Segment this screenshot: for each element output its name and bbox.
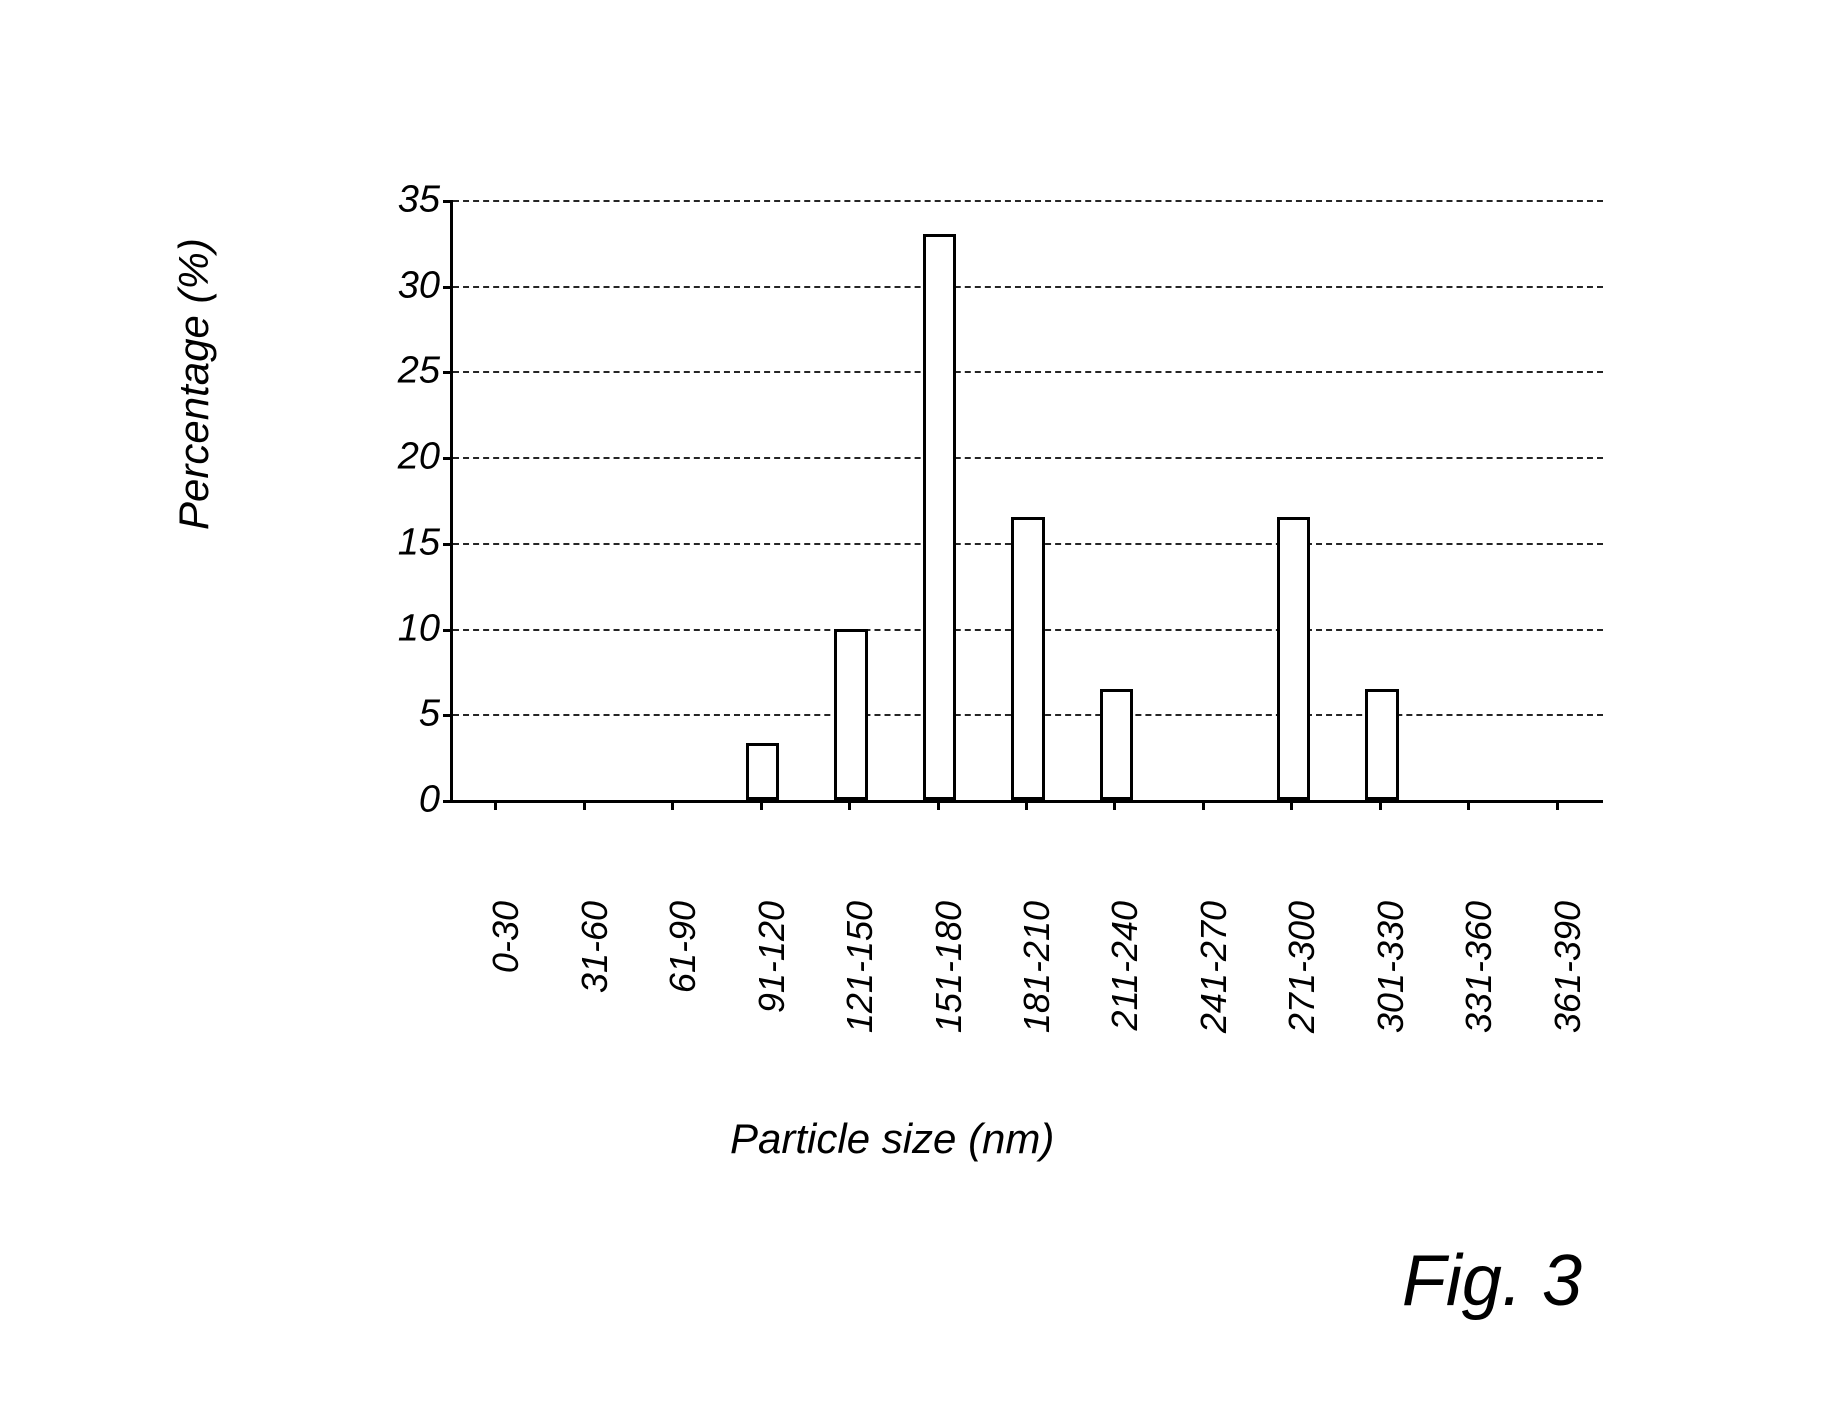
- chart-area: 051015202530350-3031-6061-9091-120121-15…: [320, 200, 1600, 860]
- x-tick-mark: [1290, 800, 1293, 810]
- y-tick-label: 20: [360, 436, 440, 479]
- x-tick-mark: [1202, 800, 1205, 810]
- x-tick-label: 151-180: [928, 901, 970, 1101]
- x-tick-label: 301-330: [1370, 901, 1412, 1101]
- bar: [834, 629, 868, 800]
- figure-caption: Fig. 3: [1402, 1240, 1582, 1322]
- y-tick-mark: [443, 714, 453, 717]
- y-tick-label: 10: [360, 607, 440, 650]
- page: Percentage (%) 0 5 10 15 20 25 30 35 0-30 31-60 61…: [0, 0, 1842, 1404]
- x-tick-mark: [760, 800, 763, 810]
- x-tick-mark: [671, 800, 674, 810]
- gridline: [453, 286, 1603, 288]
- x-tick-mark: [1467, 800, 1470, 810]
- y-tick-label: 25: [360, 350, 440, 393]
- bar: [1100, 689, 1134, 800]
- y-tick-label: 15: [360, 521, 440, 564]
- x-tick-mark: [1379, 800, 1382, 810]
- y-tick-mark: [443, 457, 453, 460]
- x-tick-mark: [937, 800, 940, 810]
- y-tick-label: 30: [360, 264, 440, 307]
- y-tick-mark: [443, 629, 453, 632]
- gridline: [453, 457, 1603, 459]
- y-tick-mark: [443, 543, 453, 546]
- y-axis-label: Percentage (%): [170, 238, 218, 530]
- x-tick-mark: [494, 800, 497, 810]
- x-tick-label: 241-270: [1193, 901, 1235, 1101]
- x-tick-label: 121-150: [839, 901, 881, 1101]
- x-tick-mark: [1025, 800, 1028, 810]
- x-tick-label: 361-390: [1547, 901, 1589, 1101]
- x-axis-label: Particle size (nm): [730, 1115, 1054, 1163]
- x-tick-label: 271-300: [1281, 901, 1323, 1101]
- bar: [746, 743, 780, 800]
- y-tick-label: 35: [360, 179, 440, 222]
- x-tick-label: 91-120: [751, 901, 793, 1101]
- x-tick-mark: [1556, 800, 1559, 810]
- x-tick-label: 211-240: [1104, 901, 1146, 1101]
- x-tick-label: 31-60: [574, 901, 616, 1101]
- x-tick-mark: [1113, 800, 1116, 810]
- bar: [1365, 689, 1399, 800]
- y-tick-mark: [443, 200, 453, 203]
- bar: [1277, 517, 1311, 800]
- y-tick-label: 0: [360, 779, 440, 822]
- plot-region: [450, 200, 1603, 803]
- x-tick-mark: [848, 800, 851, 810]
- bar: [923, 234, 957, 800]
- bar: [1011, 517, 1045, 800]
- gridline: [453, 200, 1603, 202]
- x-tick-label: 181-210: [1016, 901, 1058, 1101]
- x-tick-label: 331-360: [1458, 901, 1500, 1101]
- x-tick-label: 61-90: [662, 901, 704, 1101]
- y-tick-mark: [443, 371, 453, 374]
- gridline: [453, 371, 1603, 373]
- y-tick-mark: [443, 286, 453, 289]
- y-tick-mark: [443, 800, 453, 803]
- x-tick-label: 0-30: [485, 901, 527, 1101]
- y-tick-label: 5: [360, 693, 440, 736]
- x-tick-mark: [583, 800, 586, 810]
